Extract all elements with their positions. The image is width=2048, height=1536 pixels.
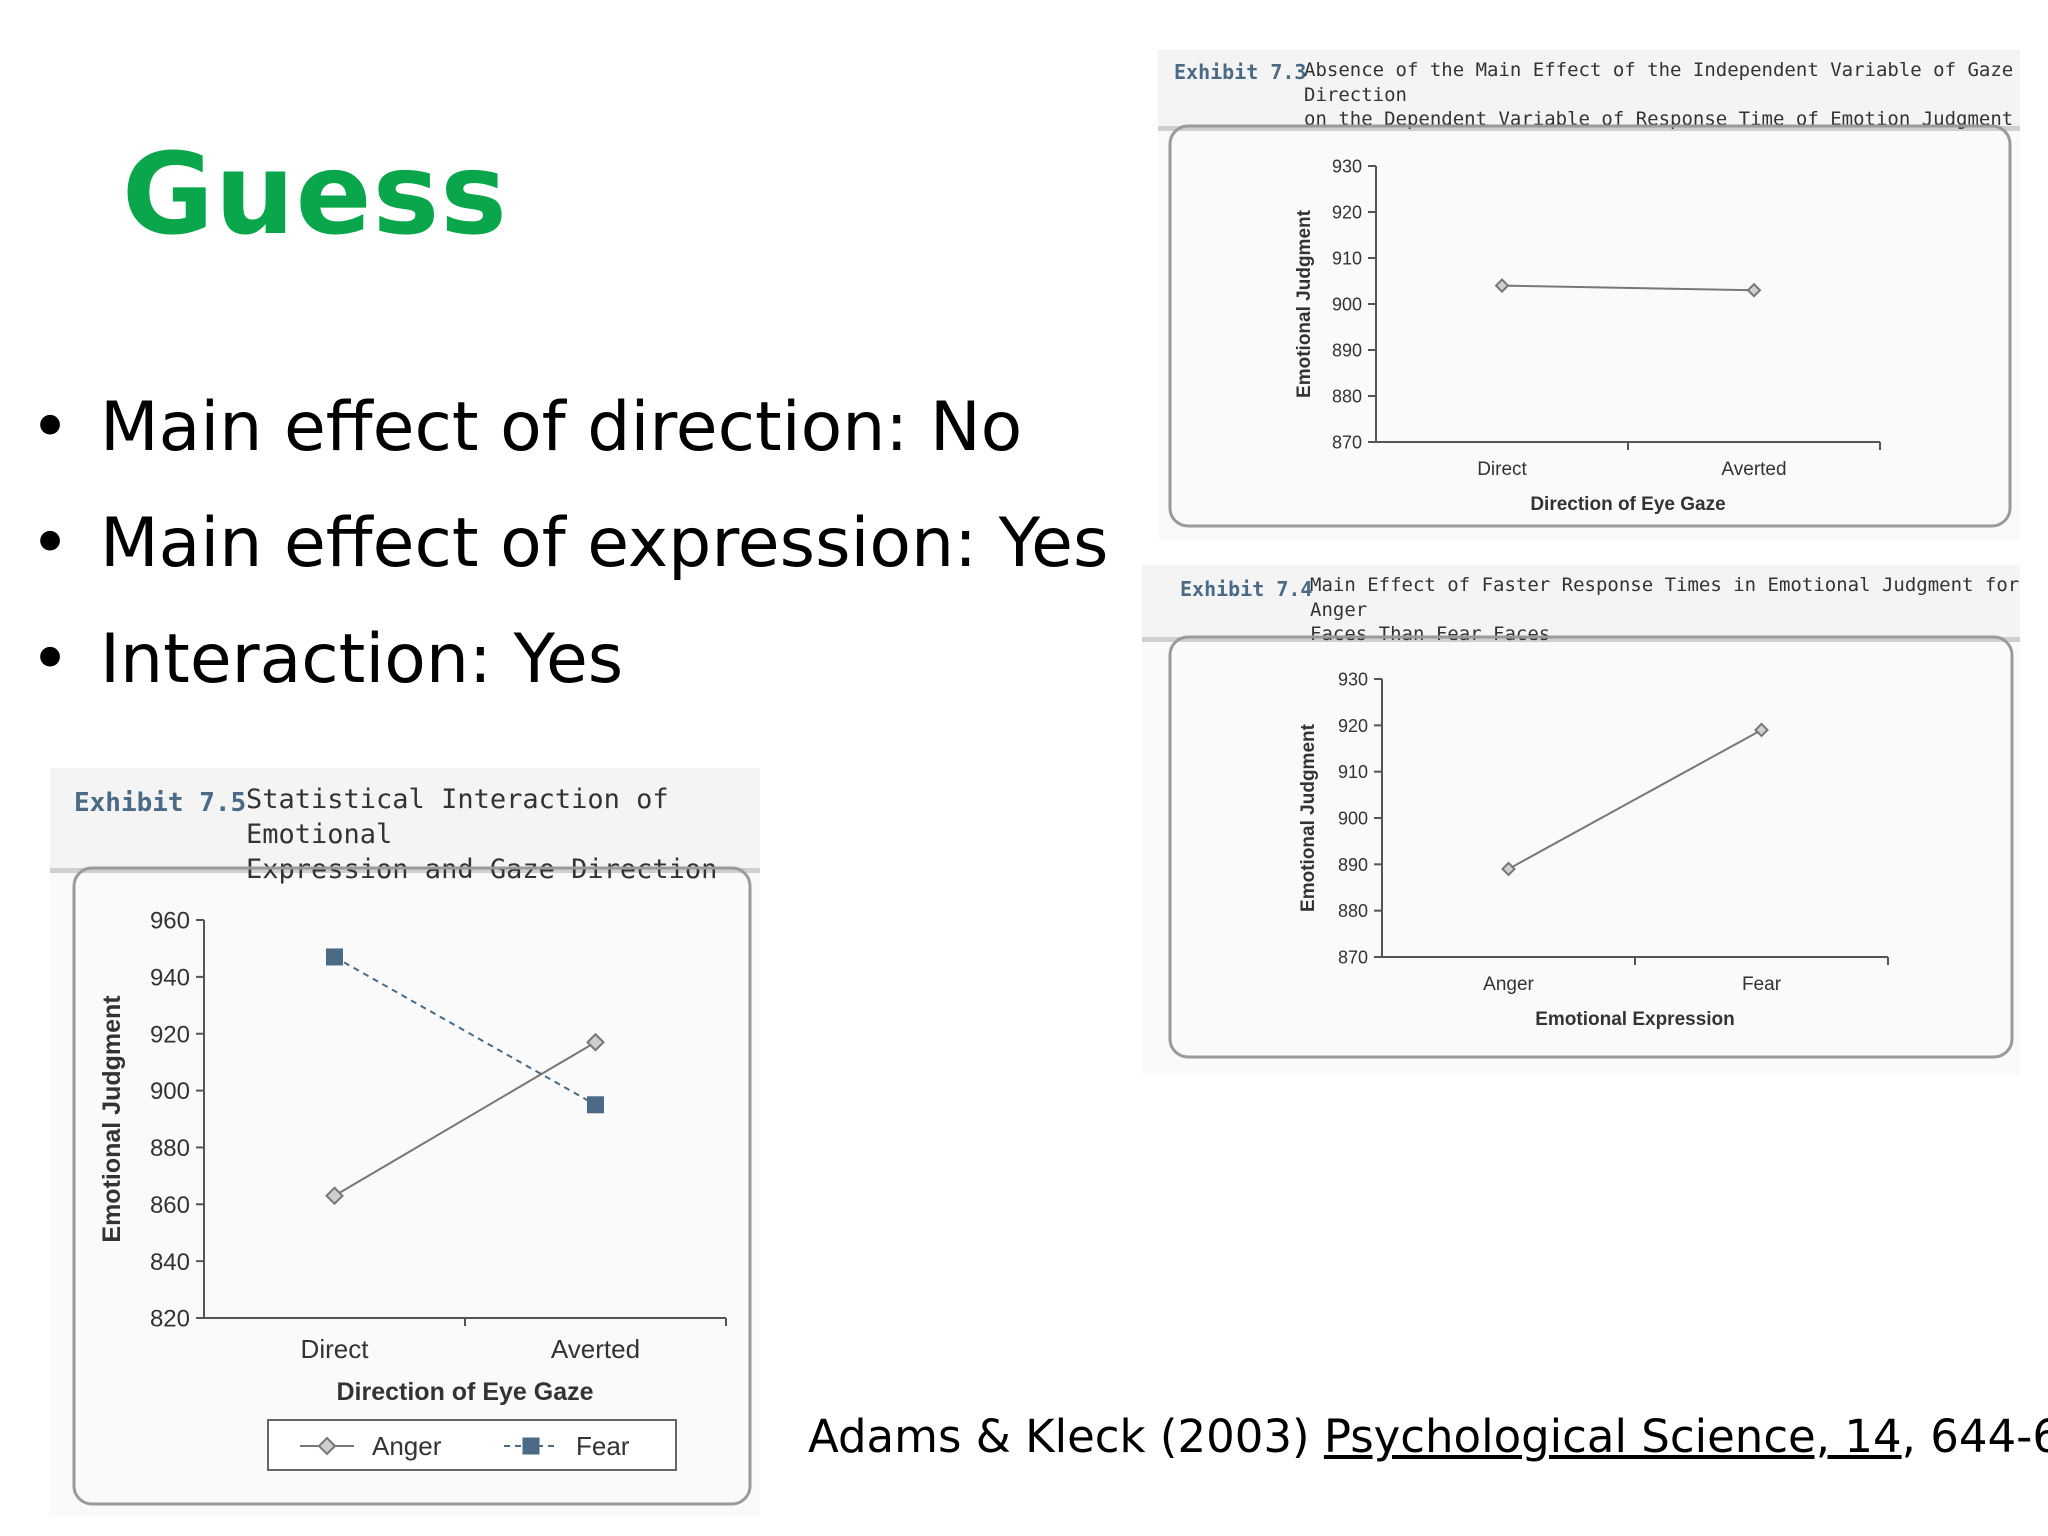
y-tick-label: 820 [150,1306,190,1333]
y-tick-label: 900 [1338,808,1368,828]
exhibit-header: Exhibit 7.4 Main Effect of Faster Respon… [1142,565,2020,645]
x-tick-label: Averted [1721,459,1786,480]
exhibit-title: Statistical Interaction of Emotional Exp… [246,782,760,887]
x-tick-label: Anger [1483,974,1534,995]
chart-frame [1168,635,2014,1059]
data-point [1494,278,1510,294]
citation-pages: , 644-647. [1901,1410,2048,1463]
y-axis-label: Emotional Judgment [1298,723,1319,912]
y-tick-label: 930 [1338,669,1368,689]
y-tick-label: 840 [150,1249,190,1276]
y-tick-label: 880 [150,1135,190,1162]
exhibit-title-line: Main Effect of Faster Response Times in … [1310,574,2020,621]
y-tick-label: 870 [1338,947,1368,967]
x-tick-label: Direct [301,1334,370,1364]
bullet-item: • Interaction: Yes [18,602,1108,718]
x-axis-label: Emotional Expression [1535,1009,1735,1030]
citation-journal: Psychological Science, 14 [1323,1410,1902,1463]
exhibit-header: Exhibit 7.5 Statistical Interaction of E… [50,768,760,885]
exhibit-label: Exhibit 7.4 [1180,577,1313,601]
y-tick-label: 930 [1332,156,1362,176]
series-line [1508,729,1762,870]
y-tick-label: 890 [1338,855,1368,875]
series-line [334,956,596,1106]
chart-frame [72,866,752,1506]
chart-7-3: 870 880 890 900 910 920 930 Direct Averted Direct… [1168,124,2012,528]
exhibit-title: Main Effect of Faster Response Times in … [1310,573,2020,647]
chart-frame [1168,124,2012,528]
y-axis-label: Emotional Judgment [98,995,126,1243]
exhibit-label: Exhibit 7.3 [1174,60,1307,84]
exhibit-7-3: Exhibit 7.3 Absence of the Main Effect o… [1158,50,2020,540]
data-point [1746,282,1762,298]
series-line [1501,284,1755,292]
y-tick-label: 910 [1338,762,1368,782]
y-tick-label: 920 [150,1021,190,1048]
exhibit-title-line: Expression and Gaze Direction [246,854,718,886]
exhibit-title-line: Faces Than Fear Faces [1310,623,1551,646]
legend-label: Anger [372,1431,442,1461]
x-tick-label: Averted [551,1334,640,1364]
data-point [587,1096,604,1114]
y-tick-label: 890 [1332,340,1362,360]
legend-square-icon [522,1437,540,1455]
y-tick-label: 940 [150,964,190,991]
y-tick-label: 900 [1332,294,1362,314]
bullet-item: • Main effect of direction: No [18,370,1108,486]
citation: Adams & Kleck (2003) Psychological Scien… [808,1410,2048,1463]
y-tick-label: 900 [150,1078,190,1105]
y-tick-label: 880 [1338,901,1368,921]
exhibit-title-line: Absence of the Main Effect of the Indepe… [1304,59,2014,106]
bullet-text: Main effect of expression: Yes [100,504,1109,583]
exhibit-title-line: Statistical Interaction of Emotional [246,784,669,851]
data-point [325,1186,344,1206]
y-tick-label: 870 [1332,432,1362,452]
bullet-text: Interaction: Yes [100,620,624,699]
exhibit-label: Exhibit 7.5 [74,788,247,818]
bullet-list: • Main effect of direction: No • Main effe… [18,370,1108,718]
exhibit-7-4: Exhibit 7.4 Main Effect of Faster Respon… [1142,565,2020,1075]
slide-title: Guess [122,130,508,260]
data-point [326,948,343,966]
bullet-text: Main effect of direction: No [100,388,1023,467]
data-point [586,1032,605,1052]
bullet-dot-icon: • [30,620,71,699]
x-tick-label: Direct [1477,459,1527,480]
bullet-item: • Main effect of expression: Yes [18,486,1108,602]
data-point [1754,722,1769,738]
x-axis-label: Direction of Eye Gaze [1530,494,1725,515]
bullet-dot-icon: • [30,388,71,467]
legend-diamond-icon [317,1436,337,1456]
chart-7-4: 870 880 890 900 910 920 930 Anger Fear Emotional … [1168,635,2014,1059]
series-line [333,1041,597,1197]
y-axis-label: Emotional Judgment [1294,209,1315,398]
x-axis-label: Direction of Eye Gaze [336,1378,593,1406]
bullet-dot-icon: • [30,504,71,583]
y-tick-label: 860 [150,1192,190,1219]
legend-label: Fear [576,1431,630,1461]
y-tick-label: 920 [1338,716,1368,736]
exhibit-7-5: Exhibit 7.5 Statistical Interaction of E… [50,768,760,1516]
citation-authors: Adams & Kleck (2003) [808,1410,1324,1463]
x-tick-label: Fear [1742,974,1782,995]
chart-7-5: 820 840 860 880 900 920 940 960 Direct Averted Dir… [72,866,752,1506]
y-tick-label: 880 [1332,386,1362,406]
y-tick-label: 910 [1332,248,1362,268]
data-point [1501,861,1516,877]
y-tick-label: 960 [150,908,190,935]
y-tick-label: 920 [1332,202,1362,222]
